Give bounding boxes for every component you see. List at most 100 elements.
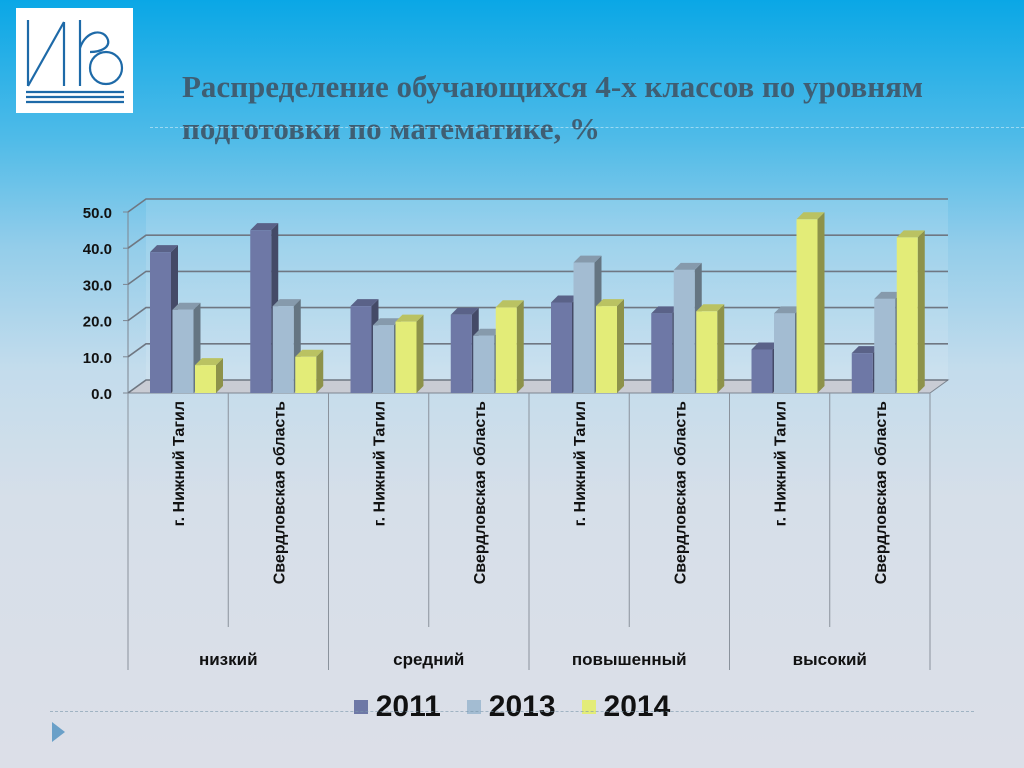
bar-top: [774, 306, 802, 314]
legend-item-2013: 2013: [466, 690, 556, 724]
x-category-label: Свердловская область: [271, 401, 288, 584]
bar-top: [250, 223, 279, 231]
next-slide-arrow-icon[interactable]: [52, 722, 65, 742]
chart-legend: 2011 2013 2014: [0, 690, 1024, 724]
bar-top: [373, 318, 401, 326]
x-group-label: низкий: [199, 650, 258, 669]
x-category-label: Свердловская область: [672, 401, 689, 584]
bar-front: [150, 252, 171, 393]
bar-2014-1: [195, 358, 223, 393]
legend-swatch-2013: [466, 700, 481, 714]
bar-front: [250, 230, 272, 393]
x-group-label: высокий: [793, 650, 867, 669]
bar-top: [473, 328, 502, 336]
x-category-label: г. Нижний Тагил: [572, 401, 589, 526]
bar-front: [596, 306, 617, 393]
bar-front: [551, 302, 572, 393]
bar-front: [774, 313, 795, 393]
bar-front: [651, 313, 673, 393]
y-tick-label: 50.0: [83, 205, 112, 222]
bar-top: [395, 314, 424, 322]
bar-top: [295, 349, 324, 357]
bar-front: [395, 321, 417, 393]
slide-title: Распределение обучающихся 4-х классов по…: [182, 69, 924, 146]
x-category-label: г. Нижний Тагил: [372, 401, 389, 526]
bar-side: [416, 314, 424, 393]
x-group-label: повышенный: [572, 650, 687, 669]
legend-item-2014: 2014: [581, 690, 671, 724]
bar-2014-5: [596, 299, 624, 393]
y-tick-label: 0.0: [91, 386, 112, 403]
bar-front: [851, 353, 873, 393]
bar-front: [172, 309, 194, 393]
bar-side: [817, 212, 825, 393]
legend-label-2014: 2014: [603, 690, 671, 723]
bar-top: [874, 291, 903, 299]
bar-front: [373, 325, 394, 393]
x-group-label: средний: [393, 650, 464, 669]
bar-top: [172, 302, 201, 310]
bar-front: [573, 262, 595, 393]
bar-top: [651, 306, 680, 314]
bar-top: [596, 299, 624, 307]
bar-side: [917, 230, 925, 393]
bar-top: [751, 342, 780, 350]
bar-front: [796, 219, 818, 393]
bar-front: [495, 307, 517, 393]
y-tick-label: 40.0: [83, 241, 112, 258]
bar-side: [216, 358, 223, 393]
bar-top: [350, 299, 379, 307]
bar-side: [717, 304, 725, 393]
bar-chart: 0.0 10.0 20.0 30.0 40.0 50.0 г. Нижний Тагил Св…: [83, 198, 950, 670]
legend-label-2011: 2011: [375, 690, 441, 723]
x-category-label: г. Нижний Тагил: [773, 401, 790, 526]
bar-top: [696, 304, 725, 312]
bar-top: [796, 212, 825, 220]
bar-front: [272, 306, 294, 393]
bar-top: [195, 358, 223, 366]
bar-2014-8: [896, 230, 925, 393]
bar-2014-2: [295, 349, 324, 393]
bar-2014-3: [395, 314, 424, 393]
legend-swatch-2011: [353, 700, 368, 714]
bar-top: [450, 307, 479, 315]
bar-side: [316, 349, 324, 393]
x-category-label: г. Нижний Тагил: [171, 401, 188, 526]
bar-front: [450, 314, 472, 393]
divider: [150, 127, 1024, 128]
bar-front: [350, 306, 372, 393]
gridline: [127, 198, 948, 213]
bar-top: [150, 245, 178, 253]
bar-front: [751, 349, 773, 393]
bar-2014-4: [495, 300, 524, 393]
bar-front: [195, 365, 216, 393]
ire-logo-icon: [26, 20, 124, 104]
bar-top: [272, 299, 301, 307]
bar-top: [573, 255, 602, 263]
bar-top: [673, 262, 702, 270]
bar-side: [516, 300, 524, 393]
bar-top: [851, 346, 880, 354]
legend-label-2013: 2013: [488, 690, 556, 723]
bar-top: [551, 295, 579, 303]
bar-side: [617, 299, 624, 393]
bar-top: [495, 300, 524, 308]
logo: [16, 8, 133, 113]
x-category-label: Свердловская область: [472, 401, 489, 584]
bar-front: [673, 269, 695, 393]
bar-front: [295, 356, 317, 393]
legend-swatch-2014: [581, 700, 596, 714]
divider: [50, 711, 974, 712]
chart-back-wall: [146, 199, 948, 380]
bar-top: [896, 230, 925, 238]
y-tick-label: 20.0: [83, 314, 112, 331]
bar-front: [874, 298, 896, 393]
bar-2014-7: [796, 212, 825, 393]
bar-front: [473, 335, 495, 393]
y-tick-label: 10.0: [83, 350, 112, 367]
y-tick-label: 30.0: [83, 277, 112, 294]
bar-front: [896, 237, 918, 393]
legend-item-2011: 2011: [353, 690, 441, 724]
x-category-label: Свердловская область: [873, 401, 890, 584]
bar-front: [696, 311, 718, 393]
